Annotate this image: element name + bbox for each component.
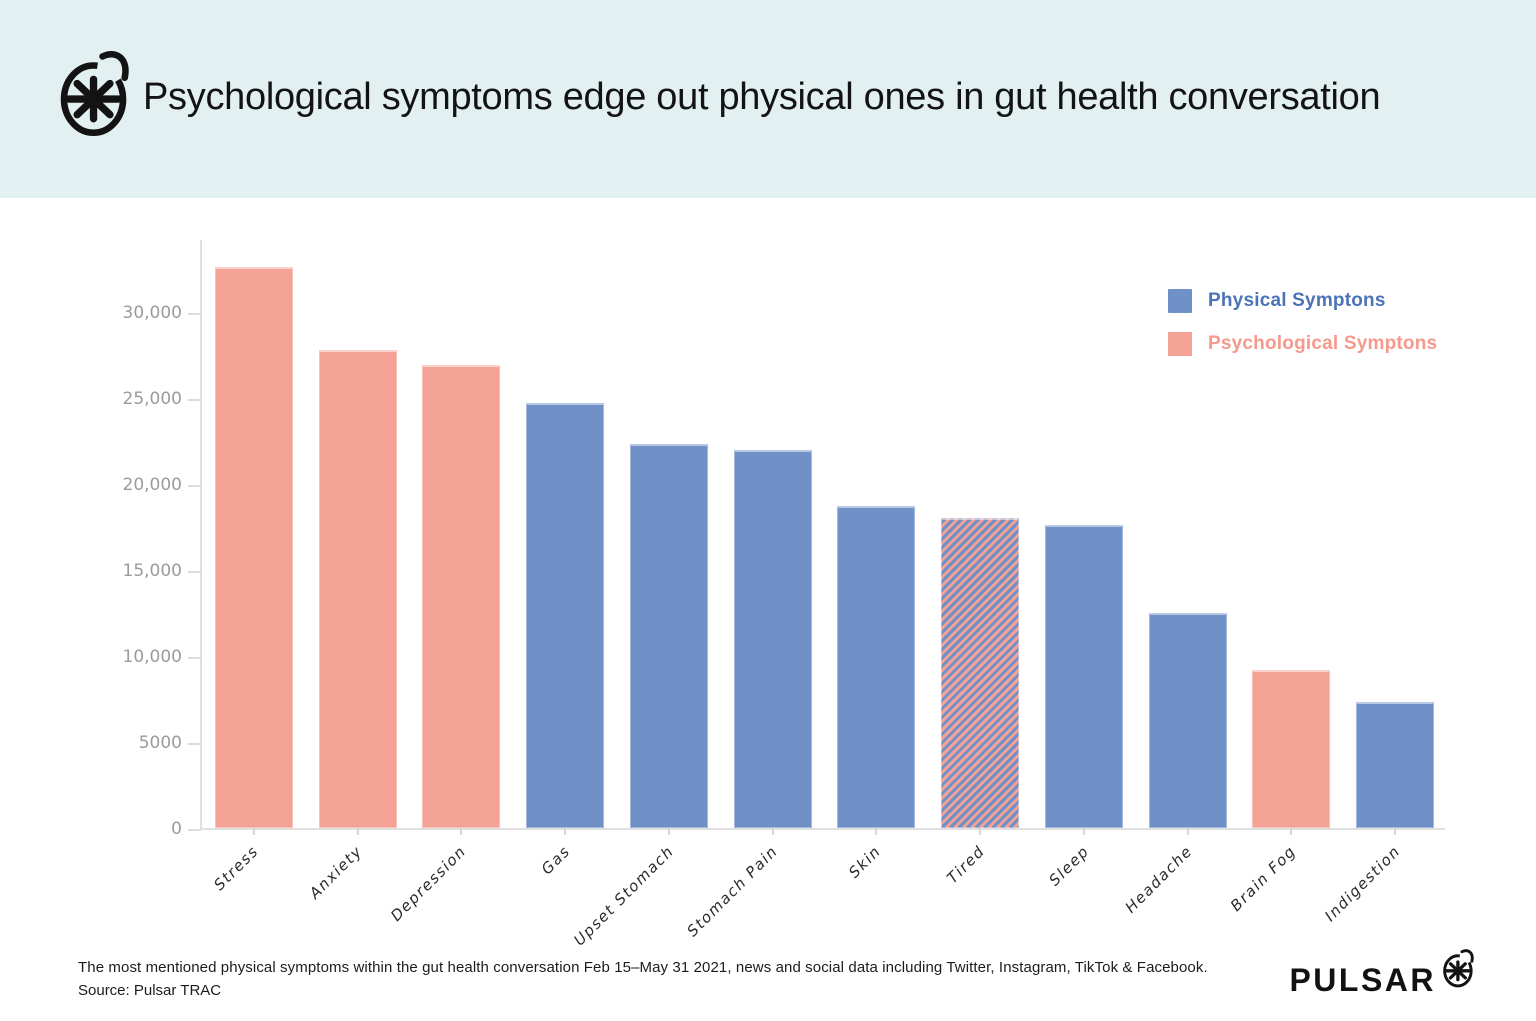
legend-item-psychological: Psychological Symptons bbox=[1168, 332, 1437, 356]
y-axis-tick-label: 10,000 bbox=[122, 646, 182, 667]
bar-skin bbox=[837, 506, 916, 828]
bar-tired bbox=[941, 518, 1020, 828]
x-axis-label-text: Skin bbox=[845, 842, 886, 882]
bar-sleep bbox=[1044, 525, 1123, 828]
bar-brain-fog bbox=[1252, 670, 1331, 828]
y-axis-tick-label: 5000 bbox=[138, 732, 182, 753]
legend-label-psychological: Psychological Symptons bbox=[1208, 333, 1438, 354]
header-band: Psychological symptoms edge out physical… bbox=[0, 0, 1536, 198]
bar-upset-stomach bbox=[629, 444, 708, 828]
y-axis-tick bbox=[188, 312, 201, 315]
pulsar-asterisk-logo-icon bbox=[1443, 949, 1474, 988]
bar-anxiety bbox=[318, 350, 397, 828]
x-axis-tick bbox=[460, 828, 463, 835]
y-axis-tick-label: 15,000 bbox=[122, 560, 182, 581]
x-axis-label-text: Gas bbox=[537, 842, 574, 879]
x-axis-tick bbox=[771, 828, 774, 835]
bar-indigestion bbox=[1356, 702, 1435, 828]
legend-swatch-psychological bbox=[1168, 332, 1192, 356]
x-axis-label-text: Stomach Pain bbox=[683, 842, 782, 941]
y-axis-tick bbox=[188, 484, 201, 487]
bar-depression bbox=[422, 365, 501, 828]
x-axis-label-text: Sleep bbox=[1045, 842, 1093, 890]
y-axis-tick bbox=[188, 742, 201, 745]
x-axis-label-text: Anxiety bbox=[306, 842, 367, 903]
chart-legend: Physical Symptons Psychological Symptons bbox=[1168, 289, 1437, 375]
x-axis-label-text: Upset Stomach bbox=[570, 842, 678, 950]
bar-chart-plot-area: 0 5000 10,000 15,000 20,000 25,000 30,000 Stres… bbox=[123, 240, 1445, 949]
x-axis-tick bbox=[356, 828, 359, 835]
y-axis-tick bbox=[188, 398, 201, 401]
bar-headache bbox=[1148, 613, 1227, 828]
x-axis-label-text: Depression bbox=[387, 842, 471, 925]
pulsar-wordmark: PULSAR bbox=[1289, 962, 1436, 998]
y-axis-tick-label: 25,000 bbox=[122, 388, 182, 409]
y-axis-tick-label: 30,000 bbox=[122, 302, 182, 323]
legend-item-physical: Physical Symptons bbox=[1168, 289, 1437, 313]
x-axis-tick bbox=[667, 828, 670, 835]
x-axis-label-text: Headache bbox=[1121, 842, 1197, 917]
x-axis-tick bbox=[875, 828, 878, 835]
x-axis-tick bbox=[1186, 828, 1189, 835]
pulsar-asterisk-logo-icon bbox=[60, 50, 129, 136]
x-axis-label-text: Brain Fog bbox=[1227, 842, 1301, 915]
footer-source: Source: Pulsar TRAC bbox=[78, 982, 222, 999]
x-axis-tick bbox=[1082, 828, 1085, 835]
y-axis-tick-label: 20,000 bbox=[122, 474, 182, 495]
page-title: Psychological symptoms edge out physical… bbox=[143, 76, 1381, 118]
x-axis-tick bbox=[1394, 828, 1397, 835]
x-axis-tick bbox=[564, 828, 567, 835]
footer-caption: The most mentioned physical symptoms wit… bbox=[78, 959, 1208, 976]
x-axis-label-text: Stress bbox=[210, 842, 263, 894]
legend-label-physical: Physical Symptons bbox=[1208, 290, 1386, 311]
bar-stress bbox=[214, 267, 293, 828]
y-axis-tick bbox=[188, 829, 201, 831]
y-axis-tick bbox=[188, 656, 201, 659]
x-axis-label-text: Indigestion bbox=[1320, 842, 1404, 926]
y-axis-tick-label: 0 bbox=[171, 819, 182, 839]
x-axis-tick bbox=[252, 828, 255, 835]
bar-stomach-pain bbox=[733, 450, 812, 828]
legend-swatch-physical bbox=[1168, 289, 1192, 313]
bar-gas bbox=[526, 403, 605, 828]
x-axis-tick bbox=[1290, 828, 1293, 835]
pulsar-brand-logo: PULSAR bbox=[1289, 948, 1478, 999]
y-axis-tick bbox=[188, 570, 201, 573]
x-axis-tick bbox=[979, 828, 982, 835]
x-axis-label-text: Tired bbox=[943, 842, 989, 888]
